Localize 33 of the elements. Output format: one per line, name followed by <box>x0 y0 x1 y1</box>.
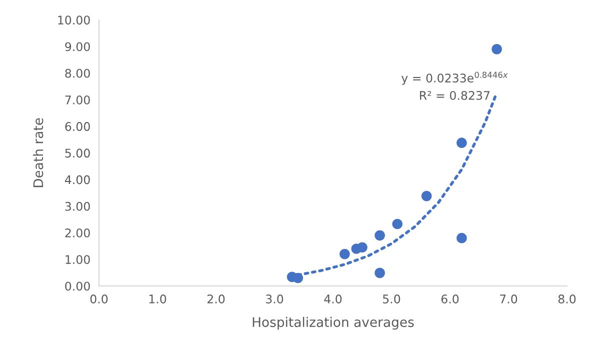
x-tick-label: 0.0 <box>90 294 108 304</box>
x-tick-label: 7.0 <box>500 294 518 304</box>
point <box>392 218 402 230</box>
annotation: R² = 0.8237 <box>420 90 490 100</box>
y-tick-label: 1.00 <box>66 255 90 264</box>
point <box>374 268 385 278</box>
point <box>456 232 467 244</box>
x-axis-title: Hospitalization averages <box>252 316 414 330</box>
y-tick-label: 4.00 <box>64 175 90 184</box>
point <box>421 190 432 202</box>
y-tick-label: 0.00 <box>65 282 90 291</box>
point <box>374 230 385 241</box>
x-tick-label: 3.0 <box>266 294 284 304</box>
x-tick-label: 6.0 <box>441 294 459 304</box>
y-tick-label: 6.00 <box>65 122 90 131</box>
point <box>456 138 467 148</box>
point <box>357 242 368 253</box>
point <box>492 44 502 54</box>
y-tick-label: 7.00 <box>65 95 90 104</box>
y-axis-title: Death rate <box>32 118 44 188</box>
x-tick-label: 2.0 <box>207 294 225 304</box>
y-tick-label: 9.00 <box>65 42 90 52</box>
x-tick-label: 4.0 <box>324 294 342 304</box>
x-tick-label: 5.0 <box>383 294 400 304</box>
y-tick-label: 3.00 <box>65 202 90 211</box>
x-tick-label: 8.0 <box>558 294 576 304</box>
y-tick-label: 2.00 <box>65 228 90 238</box>
point <box>340 248 350 260</box>
y-tick-label: 5.00 <box>65 148 90 158</box>
y-tick-label: 10.00 <box>58 16 90 25</box>
annotation: y = 0.0233e$^{0.8446x}$ <box>401 72 508 85</box>
x-tick-label: 1.0 <box>149 294 166 304</box>
y-tick-label: 8.00 <box>65 68 90 78</box>
